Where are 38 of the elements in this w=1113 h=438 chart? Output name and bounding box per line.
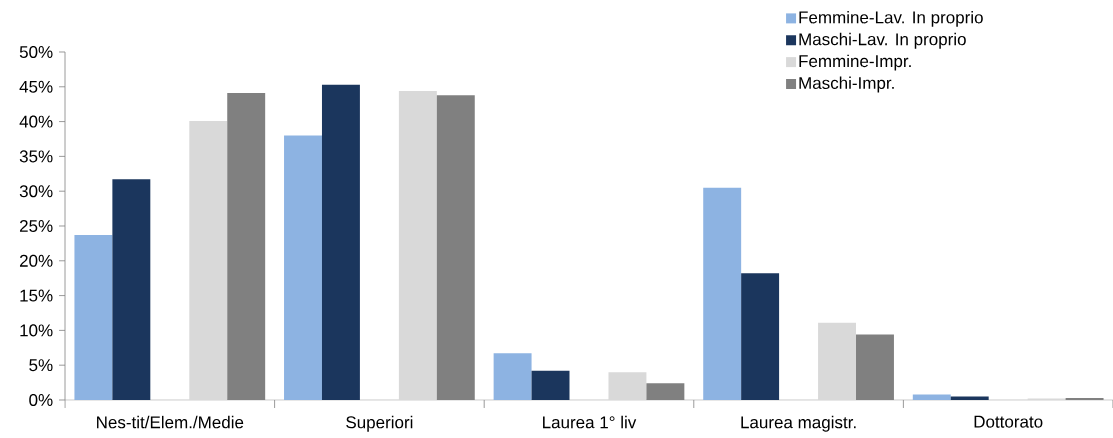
bar (227, 93, 266, 400)
bar (284, 135, 322, 400)
y-tick-label: 40% (19, 115, 53, 128)
bar (1065, 397, 1104, 400)
y-tick-label: 35% (19, 150, 53, 163)
bar (112, 179, 151, 400)
bar (818, 322, 857, 400)
y-tick-label: 15% (20, 289, 53, 302)
bar (703, 187, 742, 400)
bar (74, 235, 113, 400)
bar (189, 120, 228, 400)
bar (531, 370, 570, 400)
y-tick-label: 45% (19, 80, 53, 93)
bar (856, 334, 894, 400)
bar (608, 372, 647, 400)
y-tick-label: 50% (19, 45, 53, 59)
bar (398, 90, 437, 400)
x-tick-label: Dottorato (974, 415, 1043, 428)
y-tick-label: 30% (19, 185, 53, 198)
legend-label: Maschi-Lav. In proprio (799, 32, 966, 49)
y-tick-label: 10% (20, 324, 53, 337)
legend-label: Femmine-Impr. (799, 54, 911, 71)
legend-label: Femmine-Lav. In proprio (799, 10, 983, 27)
x-tick-label: Laurea magistr. (741, 415, 856, 432)
x-tick-label: Superiori (346, 415, 413, 432)
y-tick-label: 20% (19, 254, 53, 267)
y-tick-label: 0% (29, 393, 53, 407)
y-tick-label: 5% (29, 359, 53, 372)
x-tick-label: Laurea 1° liv (543, 415, 637, 429)
bar (493, 353, 532, 400)
bar (436, 95, 475, 400)
bar (912, 394, 951, 400)
x-tick-label: Nes-tit/Elem./Medie (97, 415, 244, 429)
y-tick-label: 25% (19, 219, 53, 233)
bar (321, 84, 360, 400)
legend-label: Maschi-Impr. (799, 76, 894, 93)
bar (646, 383, 685, 400)
bar (741, 273, 780, 400)
